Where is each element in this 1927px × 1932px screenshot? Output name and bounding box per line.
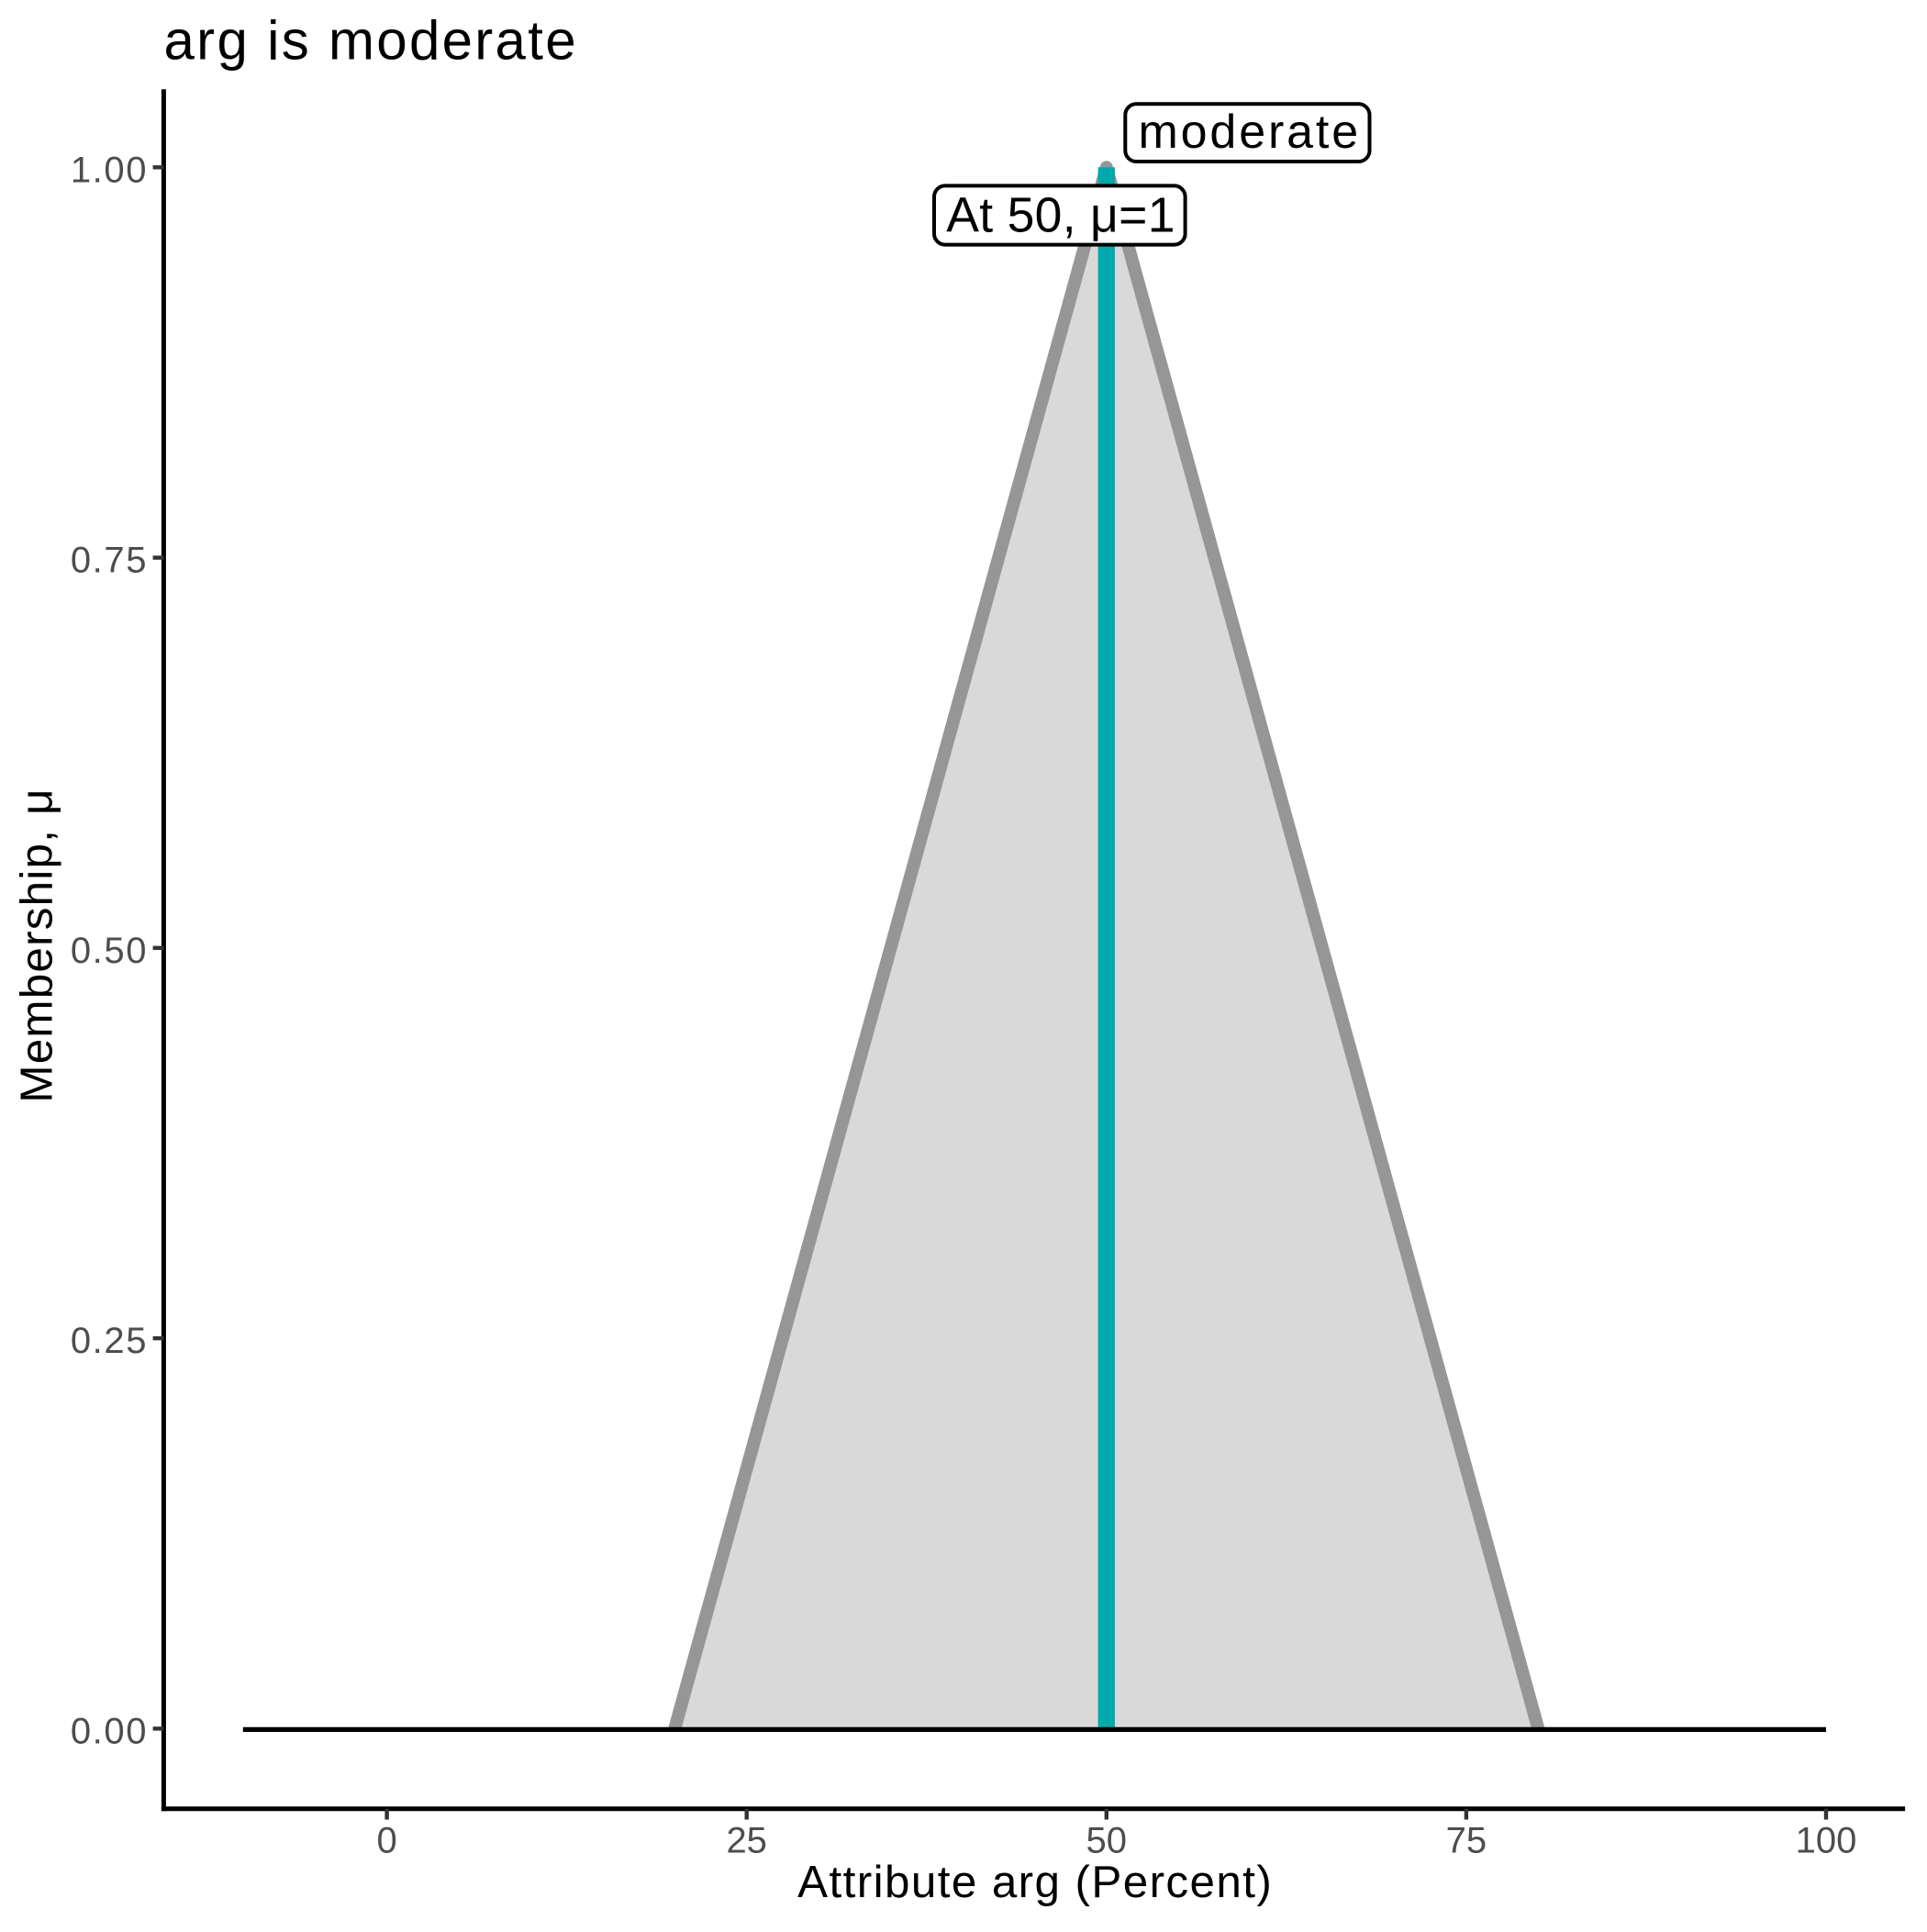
svg-text:0.25: 0.25 [71, 1321, 148, 1361]
svg-text:Membership, μ: Membership, μ [12, 787, 62, 1102]
svg-text:arg is moderate: arg is moderate [164, 10, 578, 72]
svg-text:50: 50 [1086, 1821, 1128, 1861]
svg-text:Attribute arg (Percent): Attribute arg (Percent) [797, 1857, 1273, 1907]
svg-text:At 50, μ=1: At 50, μ=1 [946, 189, 1175, 243]
svg-text:0.75: 0.75 [71, 541, 148, 581]
svg-text:0.00: 0.00 [71, 1712, 148, 1752]
svg-text:0: 0 [376, 1821, 396, 1861]
svg-text:moderate: moderate [1139, 106, 1361, 159]
svg-text:0.50: 0.50 [71, 931, 148, 971]
svg-text:1.00: 1.00 [71, 150, 148, 190]
svg-text:25: 25 [726, 1821, 767, 1861]
svg-text:100: 100 [1796, 1821, 1857, 1861]
svg-text:75: 75 [1446, 1821, 1487, 1861]
